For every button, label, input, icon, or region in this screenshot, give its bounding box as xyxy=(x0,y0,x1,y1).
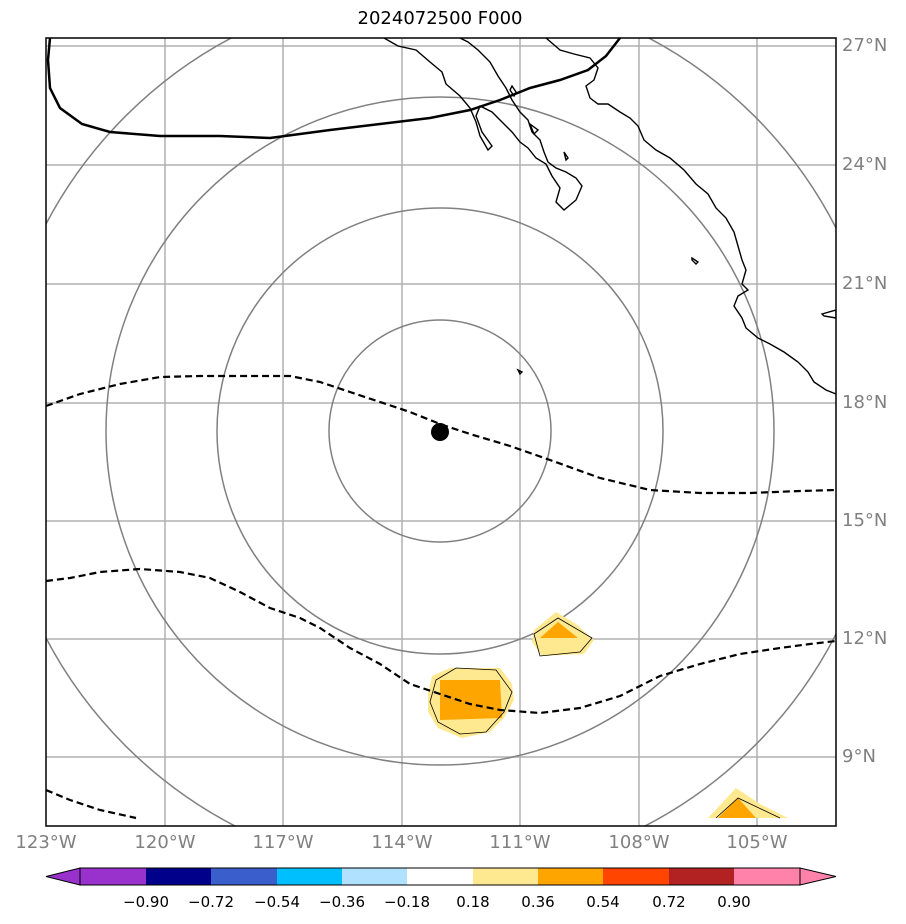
lon-label: 123°W xyxy=(15,832,77,853)
colorbar-segment xyxy=(538,868,603,885)
lon-label: 114°W xyxy=(371,832,433,853)
map-panel xyxy=(45,37,837,827)
coastline xyxy=(383,38,836,395)
colorbar-segment xyxy=(473,868,538,885)
colorbar-tick-label: −0.54 xyxy=(254,893,300,911)
colorbar-segment xyxy=(669,868,734,885)
colorbar-tick-label: −0.90 xyxy=(123,893,169,911)
colorbar-segment xyxy=(80,868,146,885)
colorbar-segment xyxy=(407,868,473,885)
colorbar-tick-label: 0.54 xyxy=(586,893,620,911)
storm-center-marker xyxy=(431,423,449,441)
anomaly-patch-south xyxy=(428,667,514,738)
lat-label: 27°N xyxy=(842,35,888,56)
colorbar-tick-label: 0.90 xyxy=(717,893,751,911)
anomaly-patch-southeast xyxy=(708,788,788,819)
colorbar-extend-high xyxy=(800,868,836,885)
colorbar-tick-label: −0.72 xyxy=(188,893,234,911)
lon-label: 117°W xyxy=(252,832,314,853)
colorbar-tick-label: −0.18 xyxy=(384,893,430,911)
solid-contour xyxy=(46,38,621,140)
colorbar-tick-label: 0.36 xyxy=(521,893,555,911)
lat-label: 18°N xyxy=(842,392,888,413)
colorbar-extend-low xyxy=(46,868,80,885)
colorbar-segment xyxy=(211,868,277,885)
colorbar-segment xyxy=(603,868,669,885)
lon-label: 111°W xyxy=(489,832,551,853)
lon-label: 120°W xyxy=(134,832,196,853)
lon-label: 105°W xyxy=(726,832,788,853)
dashed-contours xyxy=(46,374,836,820)
plot-title: 2024072500 F000 xyxy=(357,8,523,29)
colorbar-segment xyxy=(342,868,407,885)
colorbar-segment xyxy=(146,868,211,885)
lon-label: 108°W xyxy=(608,832,670,853)
colorbar-tick-label: −0.36 xyxy=(319,893,365,911)
lat-label: 12°N xyxy=(842,628,888,649)
lat-label: 21°N xyxy=(842,273,888,294)
lat-label: 24°N xyxy=(842,154,888,175)
map-frame xyxy=(45,37,837,827)
lat-label: 15°N xyxy=(842,510,888,531)
lat-label: 9°N xyxy=(842,746,876,767)
gridlines xyxy=(46,38,836,826)
range-rings xyxy=(46,38,836,826)
colorbar-segment xyxy=(734,868,800,885)
colorbar-tick-label: 0.72 xyxy=(652,893,686,911)
colorbar-segment xyxy=(277,868,342,885)
colorbar-tick-label: 0.18 xyxy=(456,893,490,911)
anomaly-patch-middle xyxy=(532,612,594,657)
